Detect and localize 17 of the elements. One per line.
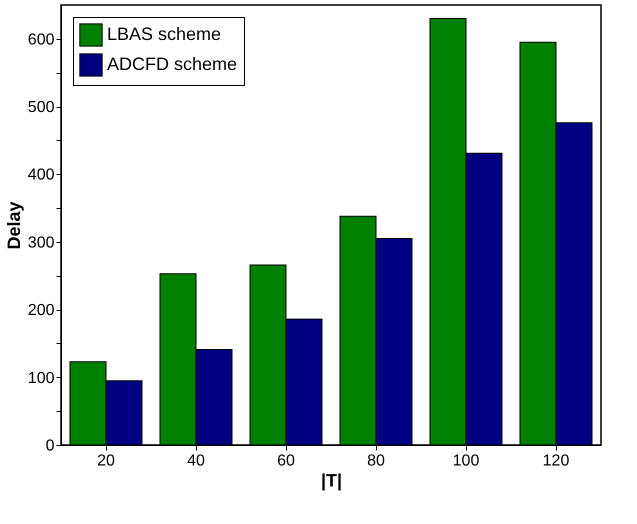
legend-label: ADCFD scheme [107,54,238,74]
x-tick-label: 80 [367,452,385,470]
x-tick-label: 60 [277,452,295,470]
legend-label: LBAS scheme [107,24,222,44]
x-tick-label: 40 [187,452,205,470]
x-tick-label: 100 [452,452,480,470]
y-tick-label: 100 [28,370,55,387]
y-tick-label: 0 [46,438,55,454]
y-tick-label: 300 [28,234,55,252]
y-tick-label: 200 [28,302,55,320]
y-axis-title: Delay [4,201,24,250]
x-tick-label: 120 [542,452,570,470]
y-tick-label: 500 [28,99,55,116]
y-tick-label: 400 [28,166,55,184]
x-axis-title: |T| [320,470,342,490]
y-tick-label: 600 [28,31,55,48]
x-tick-label: 20 [97,452,115,470]
